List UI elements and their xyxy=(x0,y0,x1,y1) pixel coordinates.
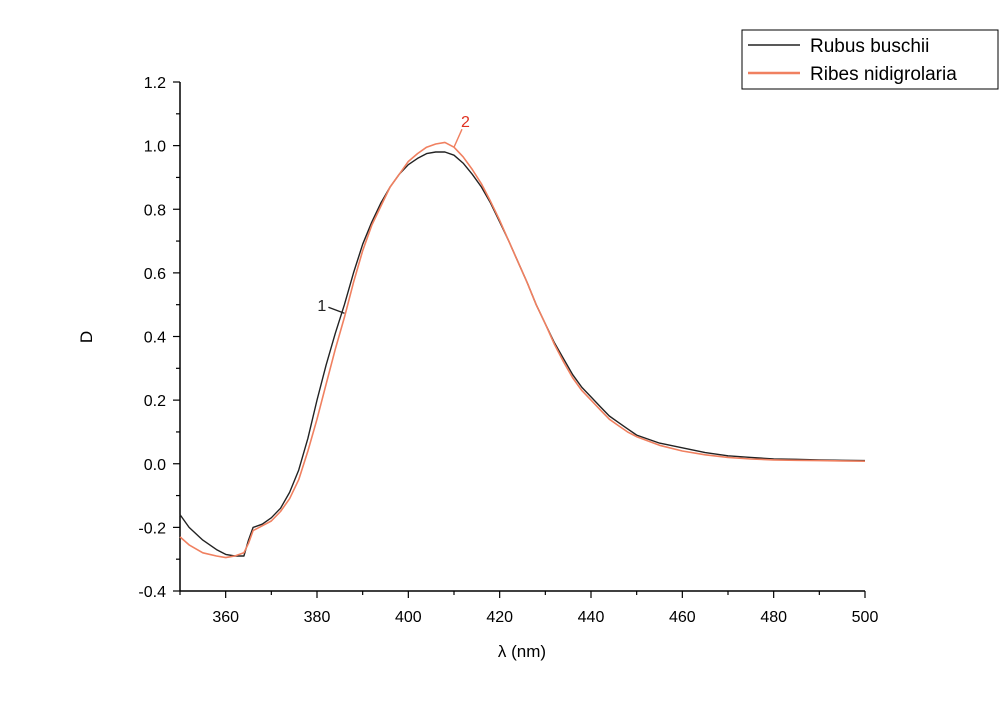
x-tick-label: 360 xyxy=(212,609,239,626)
series-line-1 xyxy=(179,151,866,557)
curve-label-2: 2 xyxy=(461,114,470,131)
curve-label-1-leader xyxy=(328,306,345,314)
curve-label-2-leader xyxy=(453,128,463,148)
x-axis-title: λ (nm) xyxy=(498,642,546,661)
x-tick-label: 380 xyxy=(304,609,331,626)
y-tick-label: 1.0 xyxy=(144,139,166,156)
series-layer xyxy=(179,141,866,559)
legend-label-rubus: Rubus buschii xyxy=(810,36,929,57)
legend: Rubus buschii Ribes nidigrolaria xyxy=(741,29,999,90)
legend-box xyxy=(741,29,999,90)
curve-label-1: 1 xyxy=(317,298,326,315)
annotations: 12 xyxy=(317,114,470,315)
y-tick-label: -0.4 xyxy=(138,584,166,601)
y-tick-label: -0.2 xyxy=(138,520,166,537)
y-ticks: -0.4 -0.2 0.0 0.2 0.4 0.6 0.8 1.0 1.2 xyxy=(138,75,180,601)
x-tick-label: 500 xyxy=(852,609,879,626)
x-tick-label: 400 xyxy=(395,609,422,626)
y-tick-label: 0.0 xyxy=(144,457,166,474)
y-tick-label: 0.6 xyxy=(144,266,166,283)
y-tick-label: 0.2 xyxy=(144,393,166,410)
series-line-2 xyxy=(179,141,866,559)
y-tick-label: 0.8 xyxy=(144,202,166,219)
x-tick-label: 420 xyxy=(486,609,513,626)
plot-area: 360 380 400 420 440 460 480 500 -0.4 -0.2 0.0 0.2 0… xyxy=(138,75,878,626)
y-axis-title: D xyxy=(77,331,96,343)
legend-label-ribes: Ribes nidigrolaria xyxy=(810,64,957,85)
y-tick-label: 0.4 xyxy=(144,330,166,347)
x-ticks: 360 380 400 420 440 460 480 500 xyxy=(179,591,879,626)
x-tick-label: 480 xyxy=(760,609,787,626)
x-tick-label: 460 xyxy=(669,609,696,626)
x-tick-label: 440 xyxy=(578,609,605,626)
y-tick-label: 1.2 xyxy=(144,75,166,92)
